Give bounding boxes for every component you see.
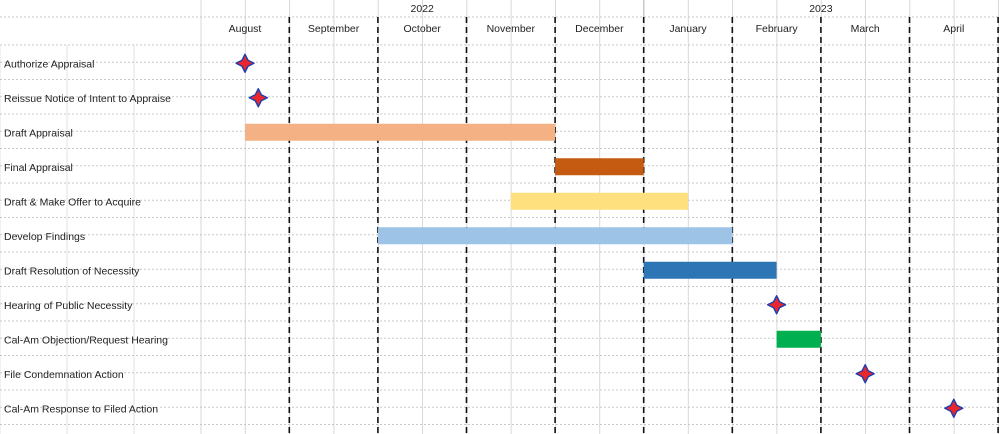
milestone-marker bbox=[944, 398, 964, 418]
month-label: September bbox=[308, 23, 360, 35]
task-bar bbox=[510, 192, 688, 210]
month-label: March bbox=[851, 23, 880, 35]
milestone-marker bbox=[766, 295, 787, 315]
month-label: January bbox=[669, 23, 707, 35]
milestone-marker bbox=[855, 364, 875, 384]
milestone-marker bbox=[235, 53, 255, 73]
task-bar bbox=[643, 261, 777, 279]
milestone-marker bbox=[248, 88, 268, 108]
task-label: Hearing of Public Necessity bbox=[4, 300, 133, 312]
task-label: Draft & Make Offer to Acquire bbox=[4, 196, 141, 208]
task-label: Draft Resolution of Necessity bbox=[4, 265, 140, 277]
task-label: Draft Appraisal bbox=[4, 127, 73, 139]
year-label: 2022 bbox=[411, 3, 435, 15]
month-label: August bbox=[229, 23, 262, 35]
month-label: February bbox=[756, 23, 799, 35]
task-label: Develop Findings bbox=[4, 231, 85, 243]
task-bar bbox=[776, 330, 821, 348]
task-label: Reissue Notice of Intent to Appraise bbox=[4, 93, 171, 105]
month-label: December bbox=[575, 23, 624, 35]
task-bar bbox=[245, 123, 556, 141]
task-label: Authorize Appraisal bbox=[4, 58, 94, 70]
year-label: 2023 bbox=[809, 3, 833, 15]
task-label: Cal-Am Objection/Request Hearing bbox=[4, 334, 168, 346]
month-label: April bbox=[943, 23, 964, 35]
task-label: Cal-Am Response to Filed Action bbox=[4, 403, 158, 415]
task-bar bbox=[377, 227, 733, 245]
month-label: November bbox=[487, 23, 536, 35]
task-label: Final Appraisal bbox=[4, 162, 73, 174]
task-bar bbox=[555, 158, 644, 176]
task-label: File Condemnation Action bbox=[4, 369, 124, 381]
month-label: October bbox=[404, 23, 442, 35]
